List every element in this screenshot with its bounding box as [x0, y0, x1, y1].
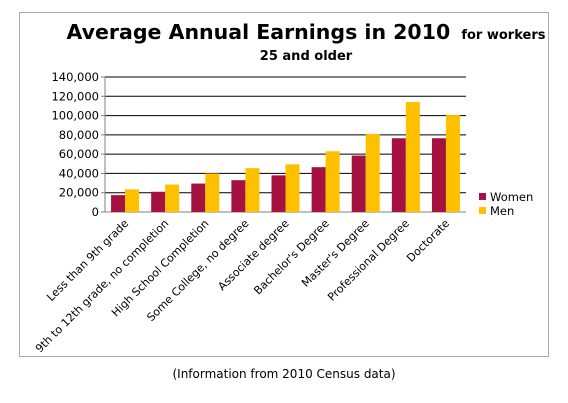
bar-women: [311, 167, 326, 212]
bar-men: [365, 133, 380, 212]
chart-title: Average Annual Earnings in 2010 for work…: [67, 20, 546, 44]
bar-men: [205, 173, 220, 212]
y-tick-label: 20,000: [59, 186, 99, 200]
earnings-chart: Average Annual Earnings in 2010 for work…: [33, 20, 546, 356]
bar-women: [351, 155, 366, 212]
bar-men: [445, 115, 460, 212]
bars: [111, 102, 460, 212]
bar-women: [431, 138, 446, 212]
bar-women: [151, 191, 166, 212]
y-tick-label: 0: [92, 205, 99, 219]
category-label: Professional Degree: [325, 217, 412, 304]
bar-men: [165, 184, 180, 212]
bar-women: [271, 175, 286, 212]
bar-women: [111, 195, 126, 212]
bar-women: [231, 180, 246, 212]
bar-men: [405, 102, 420, 212]
legend-label-women: Women: [490, 190, 533, 204]
category-label: Doctorate: [404, 217, 452, 265]
chart-title-suffix: for workers: [461, 28, 545, 43]
y-axis-ticks: 0 20,000 40,000 60,000 80,000 100,000 120,000 1…: [51, 70, 99, 219]
y-tick-label: 60,000: [59, 147, 99, 161]
chart-frame: Average Annual Earnings in 2010 for work…: [19, 12, 549, 357]
y-tick-label: 40,000: [59, 166, 99, 180]
bar-women: [191, 183, 206, 212]
y-tick-label: 120,000: [51, 89, 99, 103]
bar-men: [125, 189, 140, 212]
bar-men: [325, 151, 340, 212]
category-label: Bachelor's Degree: [251, 217, 332, 298]
legend-label-men: Men: [490, 204, 514, 218]
bar-women: [391, 138, 406, 212]
category-label: Associate degree: [215, 217, 291, 293]
bar-men: [245, 168, 260, 212]
y-tick-label: 80,000: [59, 128, 99, 142]
category-label: Master's Degree: [299, 217, 372, 290]
y-tick-label: 140,000: [51, 70, 99, 84]
legend-swatch-men: [479, 207, 486, 214]
y-tick-label: 100,000: [51, 109, 99, 123]
chart-subtitle: 25 and older: [260, 49, 353, 64]
source-caption: (Information from 2010 Census data): [172, 367, 396, 381]
legend-swatch-women: [479, 193, 486, 200]
chart-title-main: Average Annual Earnings in 2010: [67, 20, 451, 44]
bar-men: [285, 164, 300, 212]
